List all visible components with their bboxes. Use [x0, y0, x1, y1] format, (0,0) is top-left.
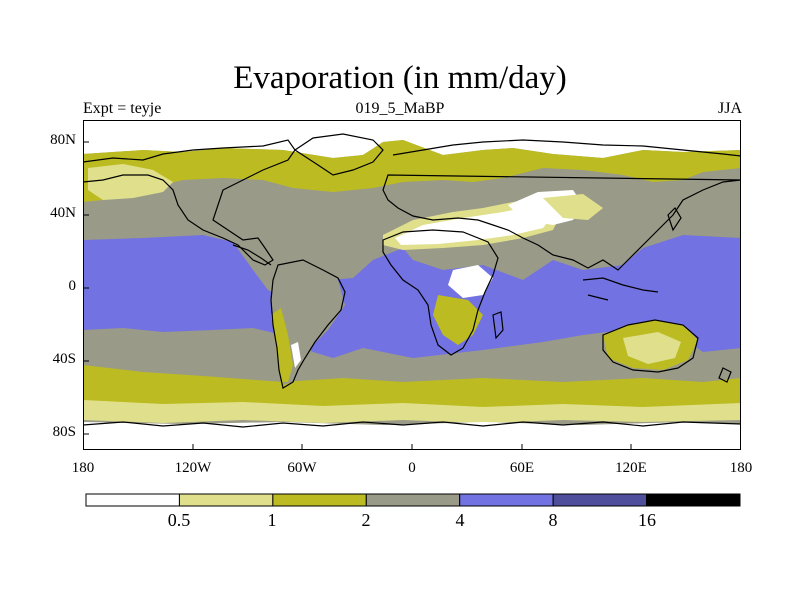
season-label: JJA	[717, 100, 742, 117]
colorbar-box-0	[85, 493, 180, 507]
lon-label-180-left: 180	[71, 460, 95, 476]
colorbar-box-4	[459, 493, 554, 507]
southern-africa-region	[433, 295, 483, 345]
lat-label-80s: 80S	[52, 424, 76, 440]
colorbar-label-4: 4	[455, 510, 465, 530]
patagonia-dry-region	[291, 342, 301, 368]
lon-label-180-right: 180	[729, 460, 753, 476]
south-america-andes-band	[271, 308, 293, 382]
lon-label-0: 0	[408, 460, 416, 476]
colorbar-box-2	[272, 493, 367, 507]
north-america-light-region	[88, 164, 173, 200]
tropical-ocean-region	[83, 235, 741, 358]
colorbar-label-8: 8	[548, 510, 558, 530]
colorbar	[85, 493, 741, 507]
central-asia-region	[543, 194, 603, 220]
colorbar-box-5	[552, 493, 648, 507]
lat-label-40n: 40N	[50, 205, 76, 221]
colorbar-label-1: 1	[267, 510, 277, 530]
experiment-label: Expt = teyje	[83, 100, 162, 117]
evaporation-map	[83, 120, 741, 450]
period-label: 019_5_MaBP	[355, 100, 445, 117]
lat-label-0: 0	[68, 278, 77, 294]
southern-ocean-light-band	[83, 400, 741, 423]
lon-label-60e: 60E	[509, 460, 535, 476]
colorbar-box-6	[646, 493, 741, 507]
colorbar-box-3	[365, 493, 461, 507]
australia-interior	[623, 332, 681, 364]
sahara-desert-core	[395, 205, 553, 245]
east-africa-dry-region	[448, 265, 493, 298]
lon-label-120w: 120W	[174, 460, 212, 476]
axis-ticks	[83, 141, 632, 450]
colorbar-box-1	[178, 493, 274, 507]
colorbar-label-2: 2	[361, 510, 371, 530]
colorbar-label-0-5: 0.5	[167, 510, 191, 530]
lon-label-120e: 120E	[615, 460, 647, 476]
lat-label-80n: 80N	[50, 132, 76, 148]
antarctic-low-region	[83, 422, 741, 450]
lat-label-40s: 40S	[52, 351, 76, 367]
coastlines	[83, 133, 741, 428]
colorbar-label-16: 16	[638, 510, 656, 530]
northern-olive-band	[83, 140, 741, 202]
arctic-low-region	[83, 120, 741, 158]
plot-title: Evaporation (in mm/day)	[233, 60, 567, 96]
lon-label-60w: 60W	[287, 460, 317, 476]
